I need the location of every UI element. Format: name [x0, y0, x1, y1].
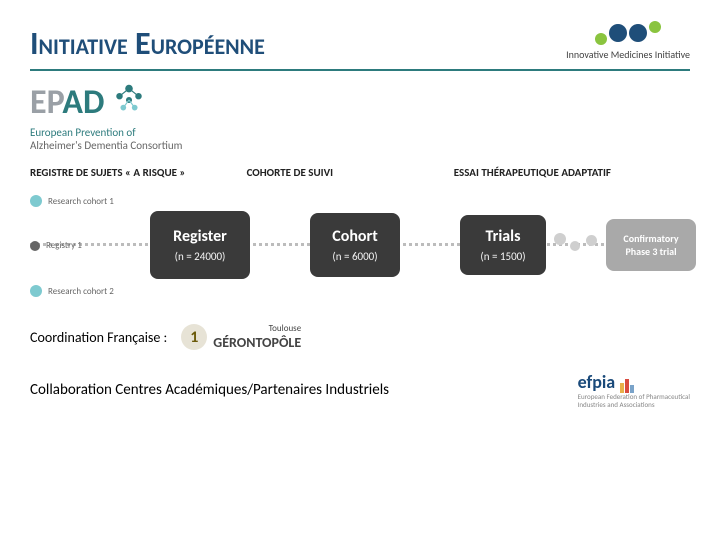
research-dot-icon: [30, 241, 40, 251]
research-dot-icon: [30, 195, 42, 207]
epad-sub1: European Prevention of: [30, 126, 690, 139]
efpia-logo-block: efpia European Federation of Pharmaceuti…: [578, 371, 690, 408]
flow-node-title: Confirmatory Phase 3 trial: [606, 232, 696, 258]
epad-logo: EPAD: [30, 81, 690, 124]
collaboration-row: Collaboration Centres Académiques/Parten…: [30, 371, 690, 408]
efpia-bar-icon: [625, 379, 629, 393]
flow-node-title: Trials: [482, 227, 525, 246]
flow-label: COHORTE DE SUIVI: [247, 166, 424, 179]
trail-dot-icon: [586, 235, 597, 246]
epad-letter: P: [47, 82, 63, 123]
research-label: Research cohort 2: [48, 286, 114, 297]
efpia-logo: efpia: [578, 371, 690, 393]
flow-node: Cohort (n = 6000): [310, 213, 400, 277]
collaboration-text: Collaboration Centres Académiques/Parten…: [30, 381, 389, 399]
flow-node-sub: (n = 1500): [480, 250, 525, 263]
gerontopole-city: Toulouse: [213, 323, 301, 334]
flow-node-title: Cohort: [328, 227, 382, 246]
research-label: Research cohort 1: [48, 196, 114, 207]
gerontopole-mark-icon: 1: [181, 324, 207, 350]
research-source: Research cohort 2: [30, 285, 114, 297]
research-source: Research cohort 1: [30, 195, 114, 207]
research-label: Registry 1: [46, 240, 82, 251]
epad-icon: [110, 81, 148, 124]
divider: [30, 69, 690, 71]
imi-dot-icon: [595, 33, 607, 45]
trail-dot-icon: [570, 241, 580, 251]
flow-node: Trials (n = 1500): [460, 215, 546, 275]
gerontopole-name: GÉRONTOPÔLE: [213, 334, 301, 351]
flow-diagram: Research cohort 1 Registry 1 Research coho…: [30, 185, 690, 305]
research-source: Registry 1: [30, 240, 82, 251]
imi-subtitle: Innovative Medicines Initiative: [566, 48, 690, 61]
trail-dot-icon: [554, 233, 566, 245]
epad-sub2: Alzheimer's Dementia Consortium: [30, 139, 690, 152]
flow-label: REGISTRE DE SUJETS « A RISQUE »: [30, 166, 247, 179]
efpia-name: efpia: [578, 371, 616, 393]
flow-label: ESSAI THÉRAPEUTIQUE ADAPTATIF: [454, 166, 690, 179]
imi-dot-icon: [609, 24, 627, 42]
page-title: Initiative Européenne: [30, 24, 265, 63]
gerontopole-logo: 1 Toulouse GÉRONTOPÔLE: [181, 323, 301, 351]
flow-labels: REGISTRE DE SUJETS « A RISQUE »COHORTE D…: [30, 166, 690, 179]
flow-node-sub: (n = 24000): [175, 250, 226, 263]
epad-letter: D: [83, 82, 104, 123]
research-dot-icon: [30, 285, 42, 297]
coordination-row: Coordination Française : 1 Toulouse GÉRO…: [30, 323, 690, 351]
epad-block: EPAD European Prevention of Alzheimer's …: [30, 81, 690, 152]
imi-dot-icon: [629, 24, 647, 42]
flow-node-title: Register: [169, 227, 231, 246]
epad-letter: A: [62, 82, 83, 123]
flow-node-sub: (n = 6000): [332, 250, 377, 263]
imi-dot-icon: [649, 21, 661, 33]
imi-logo: [566, 24, 690, 42]
flow-node: Confirmatory Phase 3 trial: [606, 219, 696, 271]
coordination-label: Coordination Française :: [30, 329, 167, 346]
flow-node: Register (n = 24000): [150, 211, 250, 279]
imi-logo-block: Innovative Medicines Initiative: [566, 24, 690, 61]
epad-letter: E: [30, 82, 47, 123]
efpia-sub2: Industries and Associations: [578, 401, 690, 409]
